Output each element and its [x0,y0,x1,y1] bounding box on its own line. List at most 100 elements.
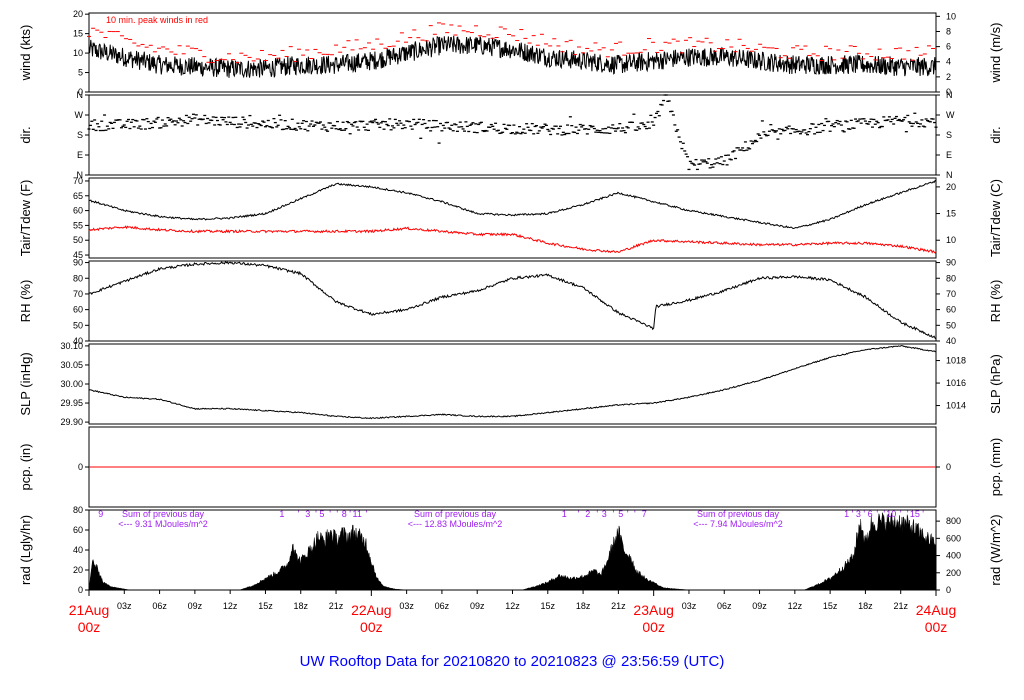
ytick-right-label-rad: 800 [946,516,961,526]
ytick-label-rh: 90 [73,258,83,268]
rad-hour-mark: ' [349,509,351,519]
rad-hour-mark: ' [883,509,885,519]
chart-title: UW Rooftop Data for 20210820 to 20210823… [300,653,725,670]
panel-frame-temp [88,177,937,259]
ytick-label-dir: N [77,170,84,180]
ytick-label-wind: 15 [73,29,83,39]
xtick-label: 21z [329,601,344,611]
rad-hour-mark: 6 [868,509,873,519]
xtick-label: 09z [188,601,203,611]
ytick-right-label-rh: 60 [946,305,956,315]
ytick-label-temp: 55 [73,220,83,230]
ylabel-dir: dir. [18,126,33,143]
ylabel-right-slp: SLP (hPa) [988,354,1003,414]
rad-hour-mark: ' [366,509,368,519]
xtick-label: 03z [682,601,697,611]
ylabel-slp: SLP (inHg) [18,352,33,415]
rad-day-sum-value: <--- 7.94 MJoules/m^2 [693,519,783,529]
ytick-label-slp: 30.00 [60,379,83,389]
rad-day-sum-value: <--- 12.83 MJoules/m^2 [408,519,503,529]
ytick-right-label-dir: N [946,170,953,180]
ytick-label-rh: 80 [73,273,83,283]
rad-hour-mark: ' [907,509,909,519]
ylabel-right-wind: wind (m/s) [988,23,1003,84]
ytick-label-dir: N [77,90,84,100]
date-label-hour: 00z [925,619,948,635]
ytick-right-label-slp: 1014 [946,401,966,411]
series-tdew-line [88,225,937,254]
ylabel-temp: Tair/Tdew (F) [18,180,33,257]
panel-frame-wind [88,12,937,93]
rad-hour-mark: ' [863,509,865,519]
ytick-label-rad: 0 [78,585,83,595]
rad-hour-mark: 1 [562,509,567,519]
ytick-label-wind: 20 [73,9,83,19]
series-tair-line [88,179,937,230]
ytick-label-wind: 0 [78,87,83,97]
ytick-right-label-rh: 40 [946,336,956,346]
ylabel-right-rad: rad (W/m^2) [988,514,1003,585]
rad-hour-mark: ' [298,509,300,519]
rad-hour-mark: 5 [618,509,623,519]
ytick-label-rad: 60 [73,525,83,535]
ytick-label-rh: 50 [73,320,83,330]
date-label-hour: 00z [78,619,101,635]
ylabel-right-rh: RH (%) [988,280,1003,323]
rad-hour-mark: 15 [910,509,920,519]
ytick-right-label-rad: 400 [946,551,961,561]
xtick-label: 06z [435,601,450,611]
series-slp-line [88,345,937,420]
ytick-label-slp: 30.05 [60,360,83,370]
xtick-label: 21z [611,601,626,611]
date-label-day: 21Aug [69,602,109,618]
ytick-right-label-pcp: 0 [946,462,951,472]
date-label-hour: 00z [642,619,665,635]
rad-hour-mark: 5 [319,509,324,519]
rad-hour-mark: ' [578,509,580,519]
ytick-label-slp: 30.10 [60,341,83,351]
ytick-right-label-dir: E [946,150,952,160]
ytick-label-rad: 20 [73,565,83,575]
rad-hour-mark: 3 [856,509,861,519]
ytick-label-wind: 5 [78,68,83,78]
panel-frame-slp [88,343,937,425]
rad-hour-mark: 1 [279,509,284,519]
ytick-right-label-dir: S [946,130,952,140]
date-label-day: 22Aug [351,602,391,618]
rad-day-sum-value: <--- 9.31 MJoules/m^2 [118,519,208,529]
rad-hour-mark: 1 [844,509,849,519]
ytick-label-slp: 29.90 [60,417,83,427]
xtick-label: 18z [293,601,308,611]
rad-hour-mark: 3 [305,509,310,519]
ytick-right-label-wind: 10 [946,11,956,21]
ylabel-rad: rad (Lgly/hr) [18,515,33,585]
ytick-label-pcp: 0 [78,462,83,472]
ytick-right-label-slp: 1016 [946,378,966,388]
ytick-label-rad: 40 [73,545,83,555]
rad-hour-mark: 9 [98,509,103,519]
rad-hour-mark: ' [876,509,878,519]
ytick-label-dir: E [77,150,83,160]
date-label-day: 24Aug [916,602,956,618]
ytick-right-label-temp: 15 [946,209,956,219]
xtick-label: 15z [258,601,273,611]
ytick-label-wind: 10 [73,48,83,58]
xtick-label: 21z [893,601,908,611]
xtick-label: 12z [505,601,520,611]
xtick-label: 09z [470,601,485,611]
rad-hour-mark: ' [852,509,854,519]
panel-frame-rh [88,260,937,342]
xtick-label: 12z [788,601,803,611]
ytick-right-label-rad: 600 [946,533,961,543]
ytick-right-label-temp: 10 [946,235,956,245]
xtick-label: 15z [541,601,556,611]
ytick-label-rad: 80 [73,505,83,515]
ylabel-right-pcp: pcp. (mm) [988,438,1003,497]
rad-hour-mark: ' [634,509,636,519]
ylabel-pcp: pcp. (in) [18,444,33,491]
ytick-right-label-rh: 80 [946,273,956,283]
rad-hour-mark: ' [627,509,629,519]
xtick-label: 18z [576,601,591,611]
ytick-label-temp: 50 [73,235,83,245]
